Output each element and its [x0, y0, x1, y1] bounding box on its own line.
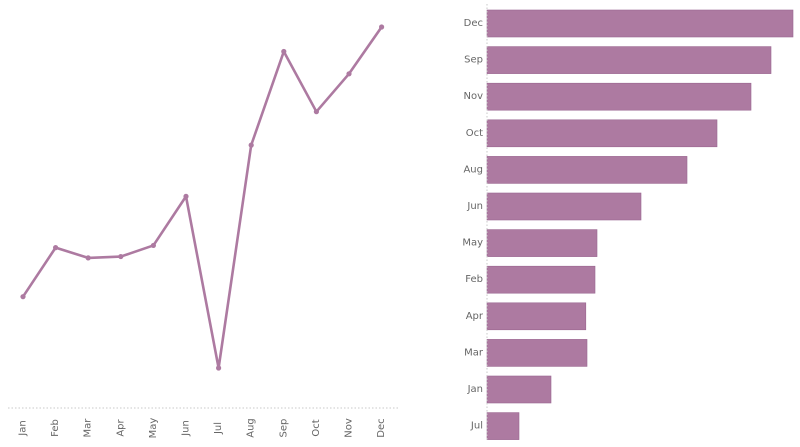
- x-tick-label: Apr: [115, 418, 126, 436]
- bar-aug[interactable]: [486, 156, 688, 184]
- line-point-mar[interactable]: [85, 255, 91, 261]
- bar-nov[interactable]: [486, 82, 752, 111]
- line-chart: Jan Feb Mar Apr May Jun Jul Aug Sep Oct Nov Dec: [8, 24, 398, 438]
- y-tick-label: Apr: [466, 311, 484, 322]
- x-tick-label: Oct: [311, 419, 322, 436]
- line-point-apr[interactable]: [118, 253, 124, 260]
- line-point-sep[interactable]: [281, 48, 287, 55]
- line-point-oct[interactable]: [313, 109, 319, 115]
- x-tick-label: Sep: [278, 419, 289, 438]
- bar-apr[interactable]: [486, 302, 587, 331]
- y-tick-label: Jul: [470, 421, 483, 432]
- x-tick-label: Jun: [181, 420, 192, 437]
- y-tick-label: Feb: [465, 274, 483, 285]
- bar-chart: Dec Sep Nov Oct Aug Jun May Feb Apr Mar Jan Jul: [462, 4, 794, 441]
- bar-mar[interactable]: [486, 339, 588, 367]
- line-point-jan[interactable]: [20, 294, 26, 300]
- y-tick-label: May: [462, 238, 483, 249]
- bar-oct[interactable]: [486, 119, 718, 148]
- bar-dec[interactable]: [486, 9, 794, 38]
- line-series: [21, 26, 383, 370]
- line-point-may[interactable]: [150, 242, 156, 249]
- line-point-aug[interactable]: [248, 142, 254, 148]
- y-tick-label: Mar: [464, 347, 484, 358]
- bar-jan[interactable]: [486, 375, 552, 404]
- line-point-feb[interactable]: [53, 245, 59, 251]
- y-tick-label: Jan: [467, 384, 483, 395]
- y-tick-label: Jun: [466, 201, 483, 212]
- x-tick-label: Aug: [246, 418, 257, 438]
- bar-may[interactable]: [486, 229, 598, 257]
- y-tick-label: Dec: [464, 18, 483, 29]
- line-point-dec[interactable]: [379, 24, 385, 30]
- line-point-jul[interactable]: [216, 365, 222, 371]
- line-point-nov[interactable]: [346, 71, 352, 77]
- bar-jul[interactable]: [486, 412, 520, 440]
- bar-sep[interactable]: [486, 46, 772, 74]
- line-point-jun[interactable]: [183, 193, 189, 199]
- x-tick-label: Dec: [376, 418, 387, 437]
- y-tick-label: Nov: [463, 91, 483, 102]
- bar-jun[interactable]: [486, 192, 642, 221]
- y-tick-label: Sep: [464, 55, 483, 66]
- y-tick-label: Oct: [466, 128, 483, 139]
- y-tick-label: Aug: [463, 164, 483, 175]
- x-tick-label: Mar: [83, 418, 94, 438]
- x-tick-label: May: [148, 418, 159, 439]
- x-tick-label: Jan: [18, 420, 29, 436]
- x-tick-label: Nov: [344, 418, 355, 438]
- x-tick-label: Jul: [213, 422, 224, 435]
- x-tick-label: Feb: [50, 419, 61, 437]
- bar-feb[interactable]: [486, 265, 596, 294]
